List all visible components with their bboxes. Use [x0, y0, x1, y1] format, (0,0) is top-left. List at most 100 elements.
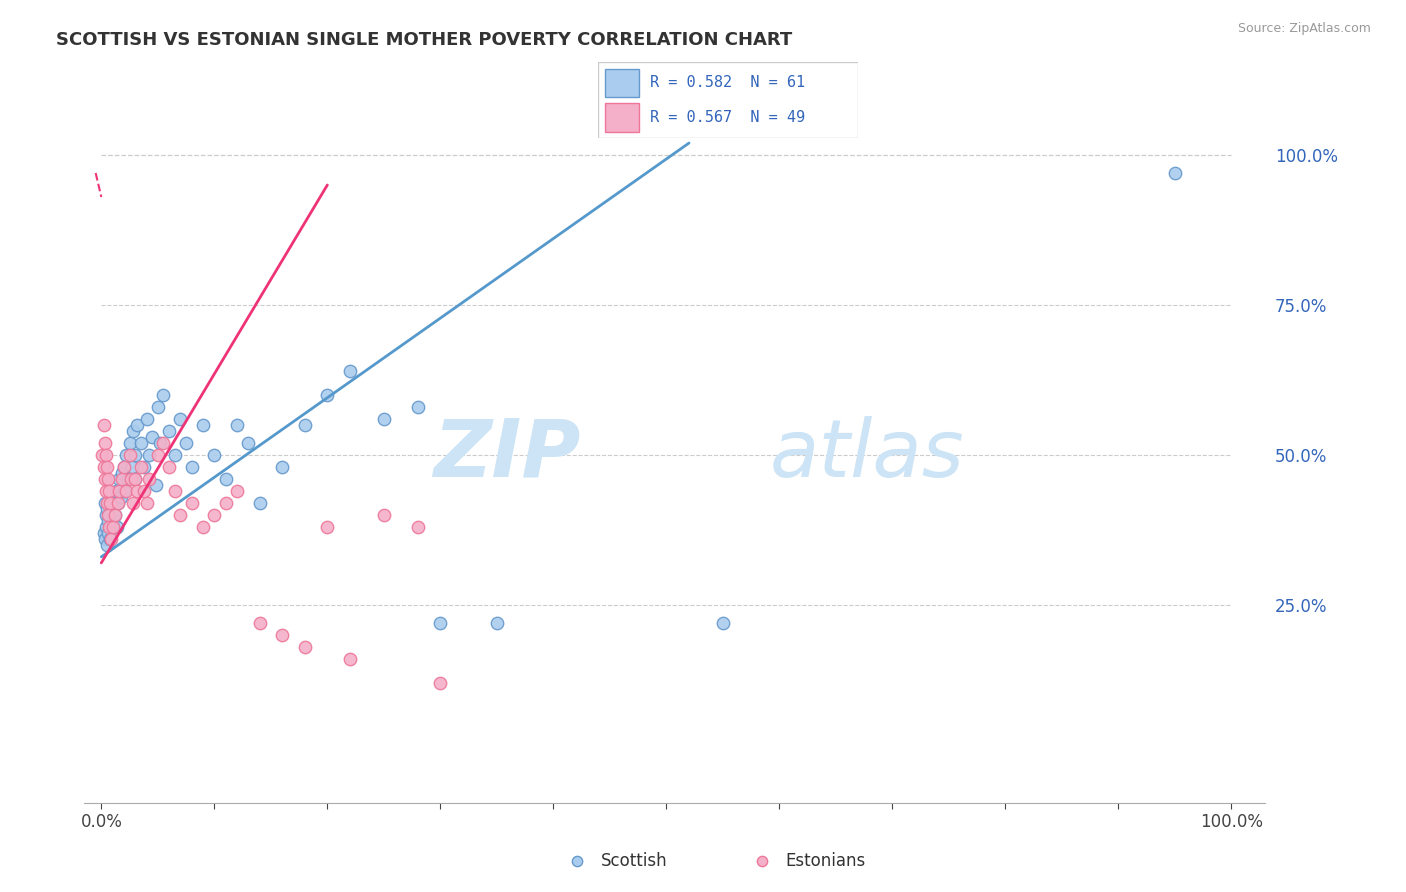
Point — [120, 472, 142, 486]
Point — [93, 459, 115, 474]
Point — [129, 436, 152, 450]
Point — [124, 448, 146, 462]
Text: Scottish: Scottish — [600, 852, 668, 870]
Point — [180, 496, 202, 510]
Text: Estonians: Estonians — [786, 852, 866, 870]
Point — [149, 436, 172, 450]
Point — [93, 532, 115, 546]
Point — [316, 520, 339, 534]
Point — [118, 436, 141, 450]
Point — [191, 520, 214, 534]
Point — [101, 496, 124, 510]
Point — [96, 459, 118, 474]
Point — [98, 532, 121, 546]
Point — [94, 520, 117, 534]
Point — [91, 448, 114, 462]
Point — [117, 472, 139, 486]
Text: SCOTTISH VS ESTONIAN SINGLE MOTHER POVERTY CORRELATION CHART: SCOTTISH VS ESTONIAN SINGLE MOTHER POVER… — [56, 31, 793, 49]
Point — [108, 472, 131, 486]
Point — [429, 615, 451, 630]
Point — [485, 615, 508, 630]
Point — [97, 514, 120, 528]
Point — [115, 483, 138, 498]
Point — [107, 496, 129, 510]
Point — [169, 412, 191, 426]
Point — [127, 417, 149, 432]
Point — [124, 472, 146, 486]
Point — [163, 483, 186, 498]
Point — [105, 483, 128, 498]
Point — [93, 496, 115, 510]
Point — [97, 508, 120, 522]
Point — [110, 490, 132, 504]
Point — [339, 364, 361, 378]
Point — [214, 496, 236, 510]
Point — [100, 520, 122, 534]
Point — [138, 448, 160, 462]
Point — [145, 478, 167, 492]
Point — [100, 532, 122, 546]
Point — [146, 448, 169, 462]
Point — [238, 436, 260, 450]
Point — [249, 615, 271, 630]
Point — [94, 448, 117, 462]
Point — [141, 430, 163, 444]
Point — [98, 520, 121, 534]
Point — [294, 640, 316, 654]
Point — [134, 483, 156, 498]
Point — [112, 459, 135, 474]
Point — [138, 472, 160, 486]
Text: Source: ZipAtlas.com: Source: ZipAtlas.com — [1237, 22, 1371, 36]
Point — [711, 615, 734, 630]
Point — [146, 400, 169, 414]
Text: R = 0.582  N = 61: R = 0.582 N = 61 — [650, 76, 804, 90]
Point — [316, 388, 339, 402]
Point — [122, 496, 145, 510]
Point — [174, 436, 197, 450]
Point — [294, 417, 316, 432]
Point — [93, 417, 115, 432]
Point — [373, 412, 395, 426]
Point — [271, 628, 294, 642]
Point — [94, 508, 117, 522]
Point — [112, 459, 135, 474]
Point — [93, 472, 115, 486]
Point — [111, 466, 134, 480]
Point — [180, 459, 202, 474]
Point — [157, 459, 180, 474]
Point — [1164, 166, 1187, 180]
Point — [249, 496, 271, 510]
Point — [121, 459, 143, 474]
Point — [152, 436, 174, 450]
Point — [169, 508, 191, 522]
Point — [93, 525, 115, 540]
Point — [98, 508, 121, 522]
Point — [104, 508, 127, 522]
Point — [94, 483, 117, 498]
Point — [97, 525, 120, 540]
Point — [429, 676, 451, 690]
Point — [751, 854, 773, 868]
Point — [129, 459, 152, 474]
Point — [112, 483, 135, 498]
Point — [191, 417, 214, 432]
Point — [96, 502, 118, 516]
Text: R = 0.567  N = 49: R = 0.567 N = 49 — [650, 111, 804, 125]
Point — [214, 472, 236, 486]
Point — [124, 472, 146, 486]
Point — [163, 448, 186, 462]
Bar — [606, 69, 640, 97]
Point — [127, 483, 149, 498]
Point — [373, 508, 395, 522]
Point — [157, 424, 180, 438]
Point — [96, 538, 118, 552]
Point — [135, 412, 157, 426]
Point — [96, 496, 118, 510]
Point — [105, 520, 128, 534]
Point — [202, 508, 225, 522]
Point — [107, 496, 129, 510]
Text: atlas: atlas — [769, 416, 965, 494]
Point — [152, 388, 174, 402]
Point — [202, 448, 225, 462]
Point — [134, 459, 156, 474]
